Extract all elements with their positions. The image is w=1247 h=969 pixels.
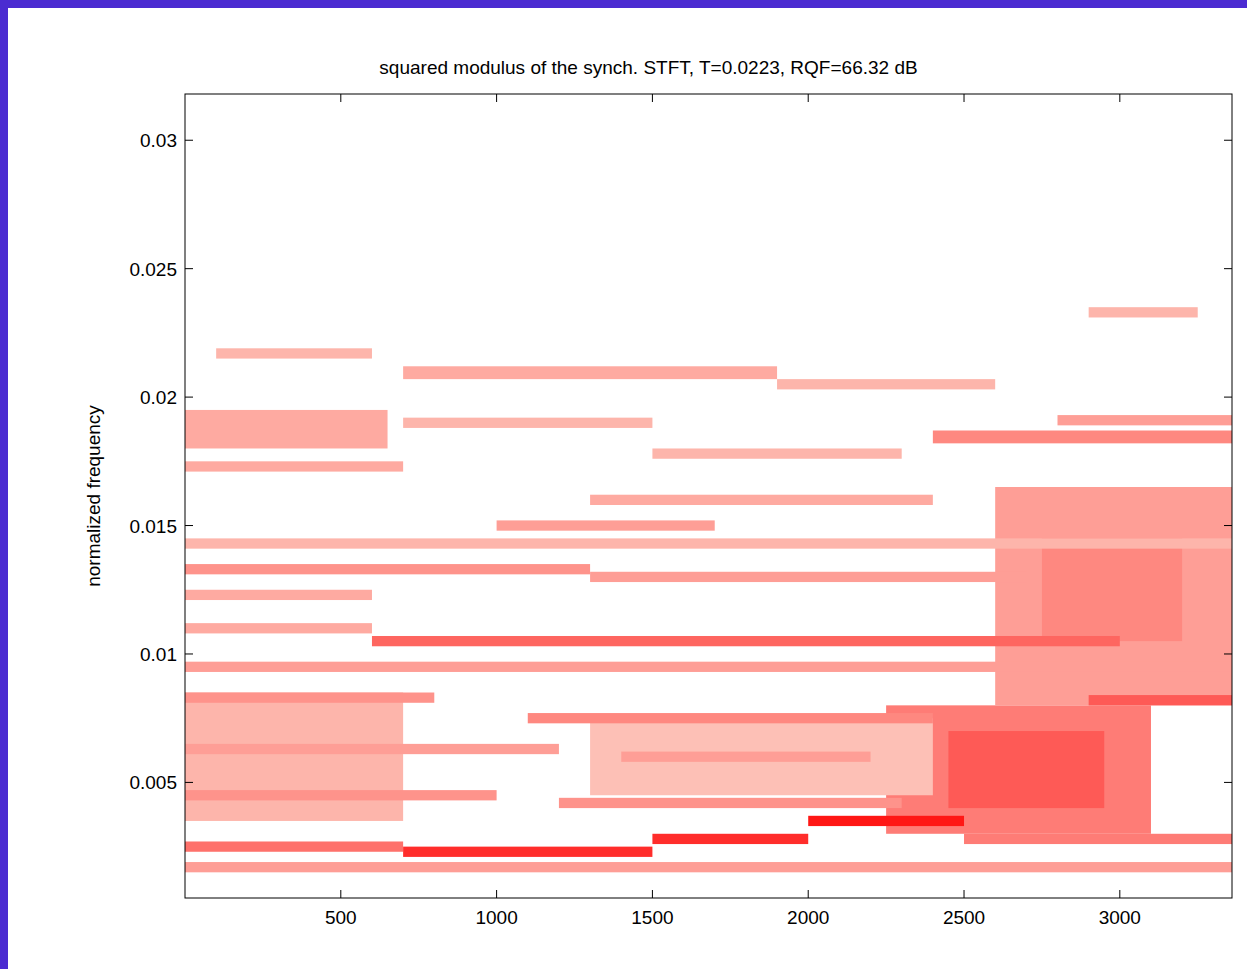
x-tick-label: 2500 — [943, 907, 985, 928]
y-tick-right — [1224, 397, 1232, 398]
title: squared modulus of the synch. STFT, T=0.… — [379, 57, 917, 78]
y-tick — [185, 525, 193, 526]
cell — [652, 448, 901, 458]
y-tick-right — [1224, 525, 1232, 526]
y-axis-label: normalized frequency — [83, 405, 104, 587]
cell — [590, 718, 933, 795]
y-tick-label: 0.03 — [140, 130, 177, 151]
cell — [995, 487, 1232, 705]
cell — [964, 834, 1232, 844]
cell — [185, 623, 372, 633]
x-tick-top — [964, 94, 965, 102]
cell — [1042, 538, 1182, 641]
x-tick-top — [340, 94, 341, 102]
y-tick-right — [1224, 268, 1232, 269]
x-tick-label: 1500 — [631, 907, 673, 928]
x-tick-top — [652, 94, 653, 102]
cell — [1058, 415, 1233, 425]
y-tick — [185, 268, 193, 269]
cell — [652, 834, 808, 844]
x-tick-top — [808, 94, 809, 102]
x-tick-label: 2000 — [787, 907, 829, 928]
chart: 500 1000 1500 2000 2500 3000 0.005 0.01 0.015 0.0… — [0, 0, 1247, 969]
cell — [403, 418, 652, 428]
x-tick — [808, 890, 809, 898]
y-tick-right — [1224, 653, 1232, 654]
y-tick-right — [1224, 782, 1232, 783]
cell — [185, 461, 403, 471]
cell — [933, 430, 1232, 443]
cell — [185, 564, 590, 574]
cell — [777, 379, 995, 389]
cell — [403, 366, 777, 379]
y-tick — [185, 782, 193, 783]
cell — [185, 790, 497, 800]
cell — [559, 798, 902, 808]
y-tick-label: 0.01 — [140, 644, 177, 665]
cell — [185, 693, 434, 703]
x-tick — [1119, 890, 1120, 898]
cell — [216, 348, 372, 358]
cell — [1089, 695, 1232, 705]
cell — [528, 713, 933, 723]
cell — [403, 847, 652, 857]
cell — [590, 572, 1026, 582]
plot-frame — [185, 94, 1232, 898]
cell — [948, 731, 1104, 808]
cell — [185, 862, 1232, 872]
x-tick — [652, 890, 653, 898]
x-tick-top — [1119, 94, 1120, 102]
cell — [1089, 307, 1198, 317]
x-tick-label: 1000 — [475, 907, 517, 928]
y-tick — [185, 140, 193, 141]
x-tick-top — [496, 94, 497, 102]
x-tick — [496, 890, 497, 898]
cell — [497, 520, 715, 530]
x-tick — [964, 890, 965, 898]
y-tick-label: 0.02 — [140, 387, 177, 408]
x-tick-label: 3000 — [1099, 907, 1141, 928]
cell — [808, 816, 964, 826]
y-tick-right — [1224, 140, 1232, 141]
cell — [185, 841, 403, 851]
x-tick — [340, 890, 341, 898]
cell — [185, 744, 559, 754]
cell — [185, 693, 403, 821]
cell — [372, 636, 1120, 646]
cell — [590, 495, 933, 505]
y-tick-label: 0.025 — [129, 259, 177, 280]
border-left — [0, 0, 8, 969]
cell — [185, 410, 388, 449]
cell — [185, 590, 372, 600]
cell — [185, 538, 1232, 548]
cell — [621, 752, 870, 762]
y-tick — [185, 653, 193, 654]
border-top — [0, 0, 1247, 8]
cells — [185, 307, 1232, 872]
y-tick — [185, 397, 193, 398]
y-tick-label: 0.005 — [129, 772, 177, 793]
y-tick-label: 0.015 — [129, 516, 177, 537]
cell — [185, 662, 1232, 672]
x-tick-label: 500 — [325, 907, 357, 928]
